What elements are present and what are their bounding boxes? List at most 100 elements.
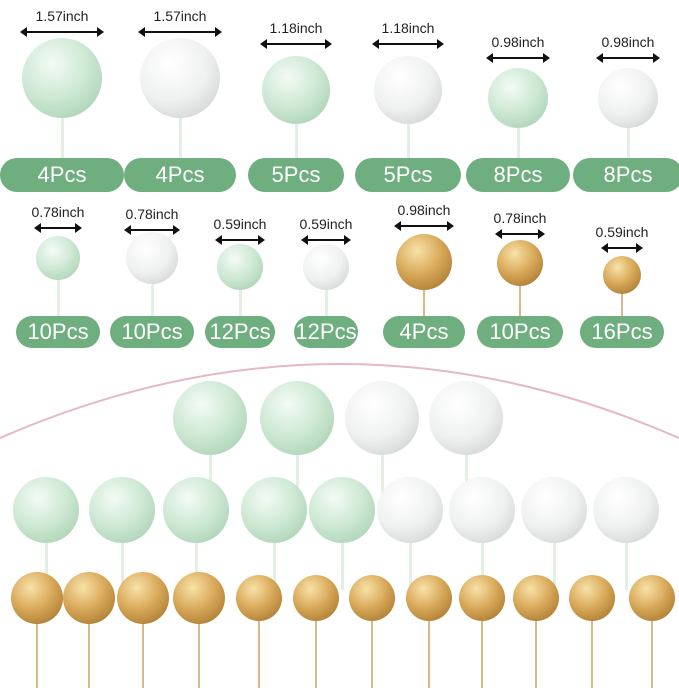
count-badge: 5Pcs <box>355 158 461 192</box>
stick <box>535 598 537 688</box>
white-ball <box>374 56 442 124</box>
stick <box>121 510 124 590</box>
gold-ball <box>459 575 505 621</box>
size-arrow-icon <box>486 53 550 63</box>
size-label: 0.59inch <box>213 216 267 232</box>
count-badge: 16Pcs <box>580 316 664 348</box>
mint-ball <box>309 477 375 543</box>
size-label: 1.18inch <box>381 20 435 36</box>
stick <box>651 598 653 688</box>
mint-ball <box>241 477 307 543</box>
stick <box>481 598 483 688</box>
gold-ball <box>406 575 452 621</box>
size-label: 0.98inch <box>491 34 545 50</box>
gold-ball <box>293 575 339 621</box>
count-badge: 10Pcs <box>110 316 194 348</box>
count-badge: 10Pcs <box>477 316 563 348</box>
count-badge: 5Pcs <box>248 158 344 192</box>
stick <box>57 258 60 316</box>
count-badge: 12Pcs <box>294 316 358 348</box>
size-label: 0.78inch <box>493 210 547 226</box>
stick <box>295 90 298 158</box>
size-label: 1.18inch <box>269 20 323 36</box>
size-arrow-icon <box>215 235 265 245</box>
white-ball <box>449 477 515 543</box>
gold-ball <box>497 240 543 286</box>
stick <box>151 258 154 316</box>
stick <box>625 510 628 590</box>
stick <box>409 510 412 590</box>
count-badge: 4Pcs <box>383 316 465 348</box>
stick <box>553 510 556 590</box>
gold-ball <box>396 234 452 290</box>
size-arrow-icon <box>34 223 82 233</box>
white-ball <box>345 381 419 455</box>
gold-ball <box>236 575 282 621</box>
stick <box>341 510 344 590</box>
white-ball <box>593 477 659 543</box>
count-badge: 12Pcs <box>205 316 275 348</box>
count-badge: 10Pcs <box>16 316 100 348</box>
stick <box>325 267 328 316</box>
stick <box>371 598 373 688</box>
mint-ball <box>260 381 334 455</box>
count-badge: 4Pcs <box>0 158 124 192</box>
gold-ball <box>63 572 115 624</box>
gold-ball <box>349 575 395 621</box>
stick <box>315 598 317 688</box>
size-arrow-icon <box>138 27 222 37</box>
arc-line <box>0 363 679 439</box>
stick <box>428 598 430 688</box>
stick <box>273 510 276 590</box>
stick <box>517 98 520 158</box>
size-arrow-icon <box>124 225 180 235</box>
count-badge: 4Pcs <box>124 158 236 192</box>
stick <box>88 598 90 688</box>
count-badge: 8Pcs <box>466 158 570 192</box>
size-arrow-icon <box>601 243 643 253</box>
stick <box>621 275 623 316</box>
gold-ball <box>569 575 615 621</box>
size-arrow-icon <box>596 53 660 63</box>
mint-ball <box>488 68 548 128</box>
mint-ball <box>89 477 155 543</box>
size-label: 1.57inch <box>35 8 89 24</box>
stick <box>239 267 242 316</box>
size-label: 0.98inch <box>601 34 655 50</box>
gold-ball <box>173 572 225 624</box>
gold-ball <box>629 575 675 621</box>
mint-ball <box>36 236 80 280</box>
stick <box>61 78 64 158</box>
stick <box>142 598 144 688</box>
white-ball <box>377 477 443 543</box>
white-ball <box>126 232 178 284</box>
mint-ball <box>173 381 247 455</box>
size-label: 0.98inch <box>397 202 451 218</box>
white-ball <box>598 68 658 128</box>
count-badge: 8Pcs <box>573 158 679 192</box>
white-ball <box>303 244 349 290</box>
size-label: 0.78inch <box>125 206 179 222</box>
size-label: 0.59inch <box>299 216 353 232</box>
stick <box>209 418 212 518</box>
stick <box>198 598 200 688</box>
size-arrow-icon <box>260 39 332 49</box>
mint-ball <box>163 477 229 543</box>
mint-ball <box>13 477 79 543</box>
stick <box>179 78 182 158</box>
gold-ball <box>513 575 559 621</box>
size-arrow-icon <box>495 229 545 239</box>
stick <box>36 598 38 688</box>
stick <box>591 598 593 688</box>
stick <box>407 90 410 158</box>
size-arrow-icon <box>372 39 444 49</box>
size-arrow-icon <box>20 27 104 37</box>
stick <box>195 510 198 590</box>
stick <box>465 418 468 518</box>
gold-ball <box>603 256 641 294</box>
size-label: 0.59inch <box>595 224 649 240</box>
size-arrow-icon <box>394 221 454 231</box>
mint-ball <box>217 244 263 290</box>
stick <box>258 598 260 688</box>
